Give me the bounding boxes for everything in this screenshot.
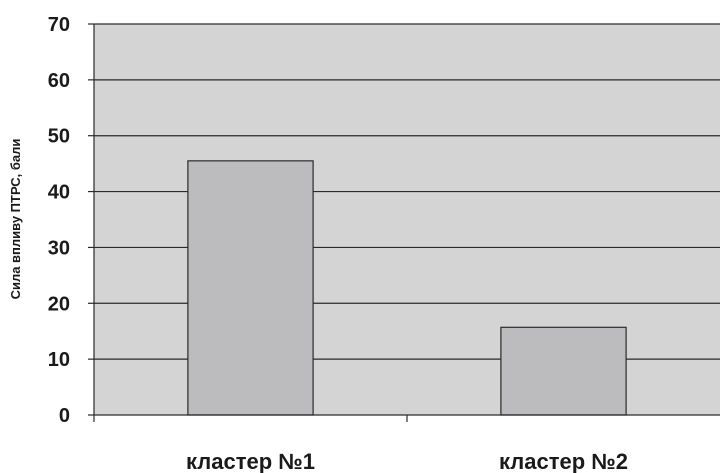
y-tick-label: 40	[48, 182, 70, 204]
x-category-labels: кластер №1 кластер №2	[186, 449, 628, 473]
axes	[88, 23, 720, 422]
bar	[187, 160, 314, 416]
y-tick-labels: 0 10 20 30 40 50 60 70	[48, 14, 70, 427]
y-axis-title: Сила впливу ПТРС, бали	[8, 139, 23, 300]
y-tick-label: 20	[48, 293, 70, 315]
x-category-label: кластер №2	[499, 449, 628, 473]
y-tick-label: 0	[59, 405, 70, 427]
x-category-label: кластер №1	[186, 449, 315, 473]
y-tick-label: 30	[48, 237, 70, 259]
y-tick-label: 10	[48, 349, 70, 371]
y-tick-label: 60	[48, 70, 70, 92]
bars	[187, 160, 627, 416]
y-tick-label: 70	[48, 14, 70, 36]
y-tick-label: 50	[48, 126, 70, 148]
bar	[500, 326, 627, 416]
